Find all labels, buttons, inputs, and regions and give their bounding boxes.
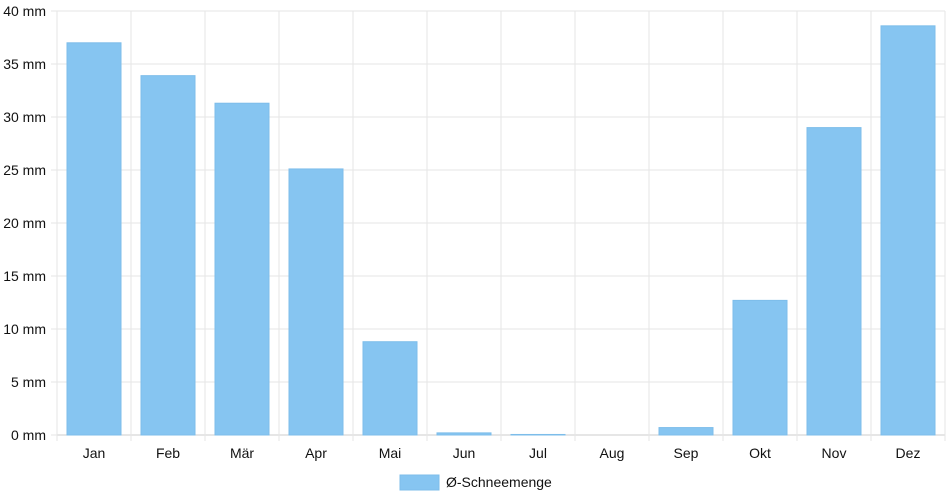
x-tick-label: Feb	[156, 445, 180, 461]
y-tick-label: 40 mm	[3, 3, 46, 19]
y-tick-label: 15 mm	[3, 268, 46, 284]
legend-label: Ø-Schneemenge	[446, 474, 552, 490]
y-tick-label: 35 mm	[3, 56, 46, 72]
x-axis-ticks: Jan Feb Mär Apr Mai Jun Jul Aug Sep Okt Nov Dez	[83, 445, 921, 461]
x-tick-label: Jan	[83, 445, 106, 461]
x-tick-label: Mär	[230, 445, 254, 461]
y-tick-label: 5 mm	[11, 374, 46, 390]
x-tick-label: Dez	[896, 445, 921, 461]
bar[interactable]	[362, 341, 418, 436]
y-axis-ticks: 0 mm 5 mm 10 mm 15 mm 20 mm 25 mm 30 mm 35 mm 40…	[3, 3, 46, 443]
bar[interactable]	[732, 299, 788, 436]
bars	[66, 25, 936, 436]
y-tick-label: 25 mm	[3, 162, 46, 178]
x-tick-label: Sep	[674, 445, 699, 461]
x-tick-label: Jun	[453, 445, 476, 461]
x-tick-label: Jul	[529, 445, 547, 461]
bar[interactable]	[66, 42, 122, 436]
bar[interactable]	[806, 127, 862, 436]
x-tick-label: Mai	[379, 445, 402, 461]
x-tick-label: Apr	[305, 445, 327, 461]
bar[interactable]	[214, 102, 270, 436]
grid-lines	[51, 10, 946, 441]
legend-swatch	[399, 474, 440, 491]
bar[interactable]	[140, 75, 196, 436]
y-tick-label: 0 mm	[11, 427, 46, 443]
bar[interactable]	[436, 432, 492, 436]
bar[interactable]	[288, 168, 344, 436]
bar[interactable]	[658, 427, 714, 436]
y-tick-label: 10 mm	[3, 321, 46, 337]
x-tick-label: Nov	[822, 445, 847, 461]
bar[interactable]	[510, 433, 566, 436]
y-tick-label: 30 mm	[3, 109, 46, 125]
y-tick-label: 20 mm	[3, 215, 46, 231]
legend[interactable]: Ø-Schneemenge	[399, 474, 552, 491]
x-tick-label: Aug	[600, 445, 625, 461]
x-tick-label: Okt	[749, 445, 771, 461]
bar[interactable]	[880, 25, 936, 436]
